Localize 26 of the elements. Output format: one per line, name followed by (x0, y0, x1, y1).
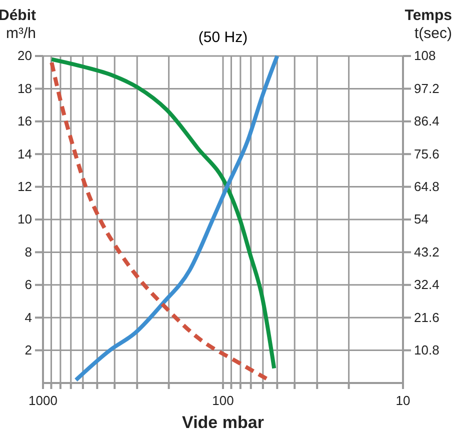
x-axis-title: Vide mbar (182, 413, 264, 432)
y-tick-label: 16 (18, 114, 32, 129)
y2-tick-label: 43.2 (414, 244, 440, 260)
y-tick-label: 14 (18, 146, 32, 162)
y2-tick-label: 32.4 (414, 277, 440, 292)
y2-tick-label: 21.6 (414, 310, 440, 325)
y2-tick-label: 86.4 (414, 114, 440, 129)
chart-title: (50 Hz) (198, 29, 248, 46)
y2-tick-label: 10.8 (414, 342, 440, 358)
y-tick-label: 10 (18, 212, 32, 227)
x-tick-label: 1000 (28, 393, 58, 408)
y-tick-label: 20 (18, 48, 32, 64)
y2-tick-label: 64.8 (414, 178, 440, 194)
y2-tick-label: 108 (414, 48, 436, 64)
x-tick-label: 10 (396, 393, 410, 408)
y2-axis-title: Temps t(sec) (404, 7, 452, 42)
y2-tick-label: 75.6 (414, 146, 440, 162)
y-tick-label: 12 (18, 178, 32, 194)
y2-tick-label: 54 (414, 212, 428, 227)
y2-tick-label: 97.2 (414, 80, 440, 96)
y-tick-label: 18 (18, 80, 32, 96)
y-tick-label: 4 (24, 310, 32, 325)
y-tick-label: 6 (24, 277, 32, 292)
y-tick-label: 8 (24, 244, 32, 260)
y-tick-label: 2 (24, 342, 32, 358)
x-tick-label: 100 (212, 393, 234, 408)
